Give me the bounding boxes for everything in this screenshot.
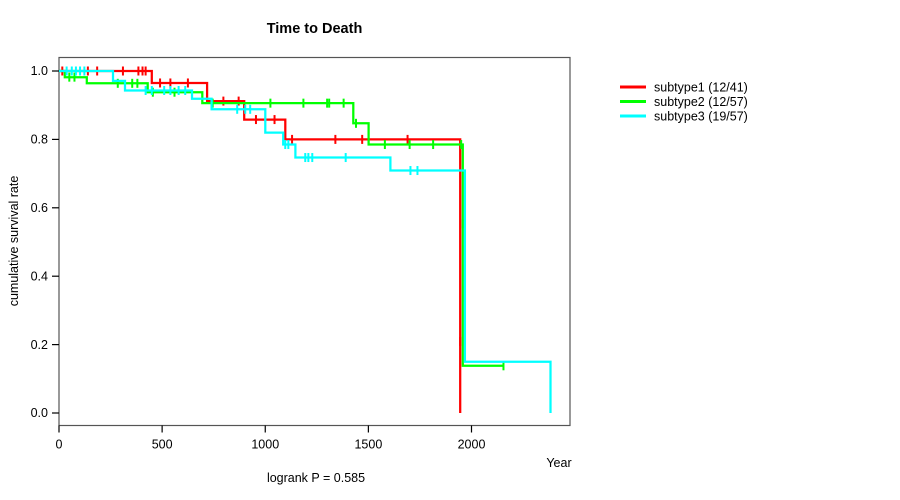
survival-curve-subtype1	[59, 69, 462, 413]
legend-label-subtype3: subtype3 (19/57)	[654, 110, 748, 124]
y-tick-label: 0.4	[31, 269, 48, 283]
plot-box	[58, 56, 571, 427]
survival-curve-subtype3	[59, 69, 552, 413]
legend: subtype1 (12/41)subtype2 (12/57)subtype3…	[620, 81, 748, 124]
x-tick-label: 0	[56, 438, 63, 452]
x-tick-label: 2000	[458, 438, 486, 452]
logrank-annotation: logrank P = 0.585	[267, 471, 365, 485]
y-tick-label: 0.2	[31, 338, 48, 352]
x-tick-label: 500	[152, 438, 173, 452]
y-tick-label: 0.6	[31, 201, 48, 215]
x-tick-label: 1500	[354, 438, 382, 452]
censor-ticks-subtype3	[65, 66, 466, 311]
y-axis: 0.0 0.2 0.4 0.6 0.8 1.0	[31, 64, 59, 420]
y-axis-label: cumulative survival rate	[7, 176, 21, 307]
y-tick-label: 0.8	[31, 133, 48, 147]
legend-label-subtype1: subtype1 (12/41)	[654, 81, 748, 95]
x-tick-label: 1000	[251, 438, 279, 452]
x-axis: 0 500 1000 1500 2000	[56, 425, 486, 452]
x-axis-label: Year	[546, 456, 571, 470]
y-tick-label: 0.0	[31, 406, 48, 420]
censor-ticks-subtype2	[68, 72, 505, 371]
y-tick-label: 1.0	[31, 64, 48, 78]
survival-curve-subtype2	[59, 69, 504, 367]
chart-title: Time to Death	[267, 21, 363, 37]
legend-label-subtype2: subtype2 (12/57)	[654, 95, 748, 109]
